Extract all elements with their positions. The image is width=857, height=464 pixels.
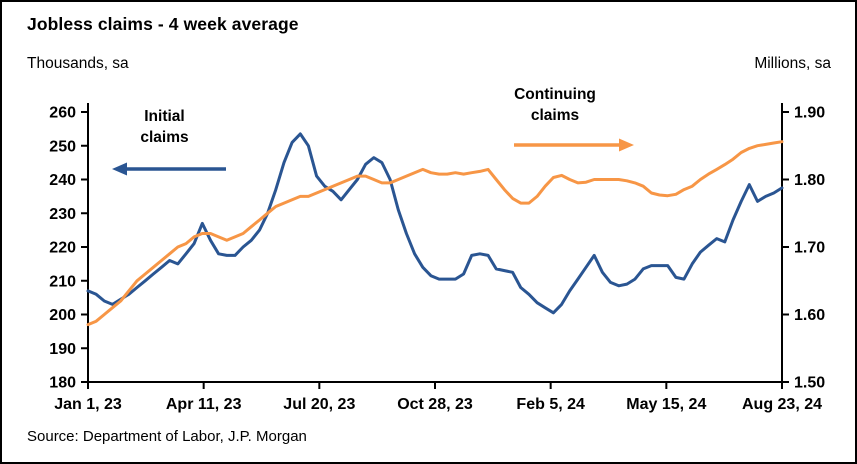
continuing-claims-arrow-head (619, 138, 634, 152)
continuing-claims-line (86, 140, 784, 327)
x-axis-tick-label: Oct 28, 23 (397, 396, 473, 413)
left-axis-tick-label: 200 (49, 307, 76, 324)
x-axis-tick-label: Jul 20, 23 (283, 396, 355, 413)
right-axis-tick-label: 1.80 (794, 172, 825, 189)
left-axis-tick-label: 180 (49, 375, 76, 392)
continuing-claims-label-line1: Continuing (514, 86, 596, 103)
x-axis-tick-label: Apr 11, 23 (166, 396, 242, 413)
x-axis-tick-label: May 15, 24 (626, 396, 706, 413)
left-axis-tick-label: 230 (49, 206, 76, 223)
continuing-claims-label-line2: claims (530, 107, 580, 124)
right-axis-tick-label: 1.70 (794, 240, 825, 257)
continuing-claims-annotation: Continuing claims (480, 84, 630, 126)
left-axis-title: Thousands, sa (27, 55, 129, 72)
left-axis-tick-label: 210 (49, 273, 76, 290)
initial-claims-label-line1: Initial (144, 108, 185, 125)
left-axis-tick-label: 190 (49, 341, 76, 358)
right-axis-tick-label: 1.60 (794, 307, 825, 324)
left-axis-tick-label: 250 (49, 138, 76, 155)
initial-claims-arrow-head (112, 162, 127, 176)
initial-claims-label-line2: claims (140, 129, 189, 146)
source-note: Source: Department of Labor, J.P. Morgan (27, 428, 307, 445)
chart-title: Jobless claims - 4 week average (27, 14, 299, 34)
right-axis-tick-label: 1.90 (794, 105, 825, 122)
left-axis-tick-label: 260 (49, 105, 76, 122)
x-axis-tick-label: Feb 5, 24 (516, 396, 585, 413)
initial-claims-line (86, 132, 784, 315)
left-axis-tick-label: 220 (49, 240, 76, 257)
initial-claims-annotation: Initial claims (102, 106, 227, 148)
x-axis-tick-label: Aug 23, 24 (742, 396, 822, 413)
right-axis-tick-label: 1.50 (794, 375, 825, 392)
right-axis-title: Millions, sa (754, 55, 831, 72)
left-axis-tick-label: 240 (49, 172, 76, 189)
x-axis-tick-label: Jan 1, 23 (54, 396, 122, 413)
